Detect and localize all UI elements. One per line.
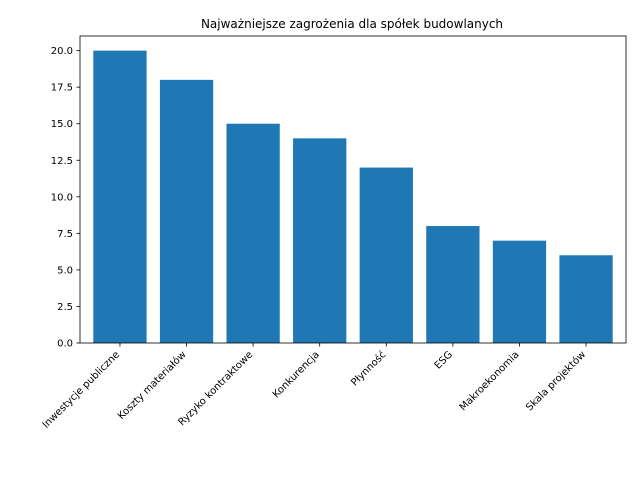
y-tick-label-2: 5.0 <box>57 265 73 276</box>
y-tick-label-7: 17.5 <box>51 83 73 94</box>
x-tick-label-7: Skala projektów <box>523 349 588 414</box>
y-tick-label-4: 10.0 <box>51 192 73 203</box>
bar-6 <box>492 240 547 343</box>
bars-group <box>93 50 613 343</box>
y-tick-label-8: 20.0 <box>51 46 73 57</box>
y-tick-label-5: 12.5 <box>51 156 73 167</box>
chart-title: Najważniejsze zagrożenia dla spółek budo… <box>201 17 503 31</box>
bar-4 <box>359 167 413 343</box>
x-tick-label-6: Makroekonomia <box>458 349 522 413</box>
x-tick-label-1: Koszty materiałów <box>115 349 188 422</box>
y-tick-label-0: 0.0 <box>57 339 73 350</box>
x-tick-label-0: Inwestycje publiczne <box>41 349 122 430</box>
y-tick-label-3: 7.5 <box>57 229 73 240</box>
y-tick-label-1: 2.5 <box>57 302 73 313</box>
bar-7 <box>559 255 613 343</box>
y-tick-label-6: 15.0 <box>51 119 73 130</box>
y-axis: 0.0 2.5 5.0 7.5 10.0 12.5 15.0 17.5 20.0 <box>51 46 80 350</box>
plot-frame <box>79 35 627 344</box>
bar-2 <box>226 123 280 343</box>
x-tick-label-2: Ryzyko kontraktowe <box>176 349 255 428</box>
x-tick-label-5: ESG <box>433 349 455 371</box>
bar-3 <box>293 138 347 343</box>
x-tick-label-3: Konkurencja <box>271 349 322 400</box>
bar-5 <box>426 226 480 343</box>
x-tick-label-4: Płynność <box>349 349 389 389</box>
bar-1 <box>159 79 214 343</box>
bar-0 <box>93 50 147 343</box>
